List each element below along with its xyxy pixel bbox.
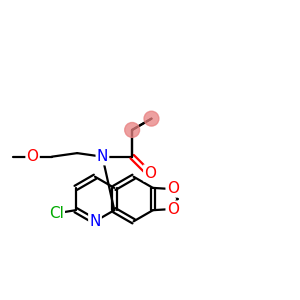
Text: O: O <box>27 149 39 164</box>
Circle shape <box>125 122 140 137</box>
Text: N: N <box>97 149 108 164</box>
Text: N: N <box>89 214 101 229</box>
Text: Cl: Cl <box>49 206 64 221</box>
Circle shape <box>144 111 159 126</box>
Text: O: O <box>144 166 156 181</box>
Text: O: O <box>167 182 179 196</box>
Text: O: O <box>167 202 179 217</box>
